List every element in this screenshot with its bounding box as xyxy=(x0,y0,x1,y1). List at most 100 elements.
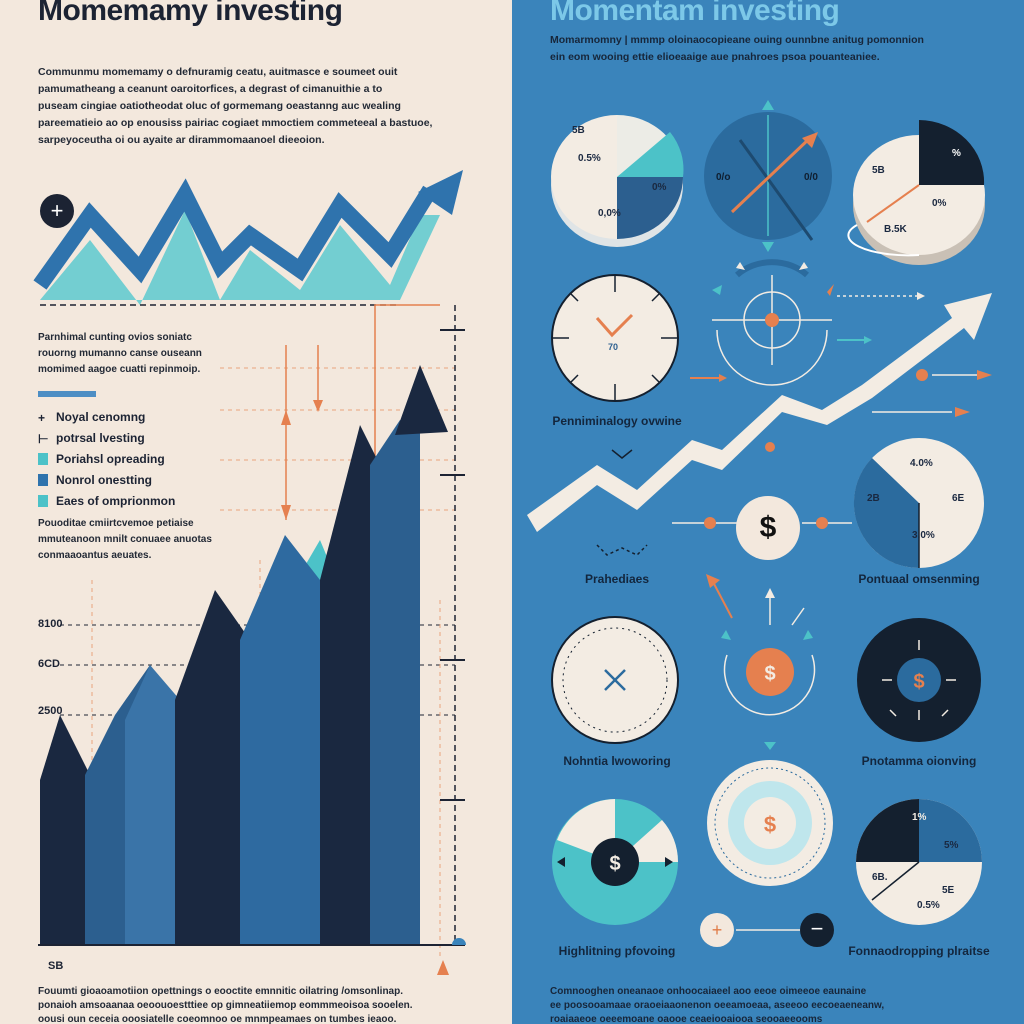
caption: Nohntia lwoworing xyxy=(563,754,671,768)
pie-chart-1 xyxy=(551,115,684,247)
left-title: Momemamy investing xyxy=(38,0,343,27)
y-axis-label: 6CD xyxy=(38,658,61,670)
left-notes: Parnhimal cunting ovios soniatc rouorng … xyxy=(38,330,238,378)
zigzag-arrowhead xyxy=(418,170,463,215)
dollar-glyph: $ xyxy=(913,671,924,693)
teal-dollar-dial-icon: $ xyxy=(552,799,678,925)
trend-dot xyxy=(765,442,775,452)
legend-accent-bar xyxy=(38,391,96,397)
minus-button[interactable]: − xyxy=(800,913,834,947)
dollar-button[interactable]: $ xyxy=(736,496,800,560)
add-button[interactable]: + xyxy=(40,194,74,228)
left-chart-graphics xyxy=(33,170,466,975)
legend-label: Eaes of omprionmon xyxy=(56,493,176,508)
legend-label: Noyal cenomng xyxy=(56,409,146,424)
pie2-label: 0% xyxy=(932,198,947,209)
caption: Highlitning pfovoing xyxy=(558,944,676,958)
axis-end-orange xyxy=(437,960,449,975)
trend-dot xyxy=(916,369,928,381)
squiggle xyxy=(596,544,648,556)
orange-annotation xyxy=(374,304,440,460)
zigzag-trend-line xyxy=(33,178,437,290)
legend-swatch xyxy=(38,494,48,507)
intro-line: Momarmomny | mmmp oloinaocopieane ouing … xyxy=(550,34,924,46)
caption: Pontuaal omsenming xyxy=(858,572,980,586)
note-line: momimed aagoe cuatti repinmoip. xyxy=(38,364,201,375)
footer-line: Comnooghen oneanaoe onhoocaiaeel aoo eeo… xyxy=(550,986,867,997)
area-arrowhead xyxy=(395,365,448,435)
footer-line: ee poosooamaae oraoeiaaonenon oeeamoeaa,… xyxy=(550,1000,885,1011)
intro-line: ein eom wooing ettie elioeaaige aue pnah… xyxy=(550,51,880,63)
legend-label: potrsal lvesting xyxy=(56,430,145,445)
legend-label: Nonrol onestting xyxy=(56,472,152,487)
legend: + Noyal cenomng ⊢ potrsal lvesting Poria… xyxy=(38,406,238,511)
caption: Penniminalogy ovwine xyxy=(552,414,682,428)
legend-item[interactable]: Eaes of omprionmon xyxy=(38,490,238,511)
pie2-label: 5B xyxy=(872,165,885,176)
caption: Pnotamma oionving xyxy=(861,754,977,768)
caption: Fonnaodropping plraitse xyxy=(848,944,990,958)
y-axis-label: 8100 xyxy=(38,618,63,630)
pie1-label: 0% xyxy=(652,182,667,193)
teal-arrow-head xyxy=(864,336,872,344)
legend-item[interactable]: Nonrol onestting xyxy=(38,469,238,490)
orange-arrow-head xyxy=(281,410,291,425)
pie1-label: 5B xyxy=(572,125,585,136)
area-blue-3 xyxy=(240,535,330,945)
legend-swatch xyxy=(38,473,48,486)
right-intro: Momarmomny | mmmp oloinaocopieane ouing … xyxy=(550,32,980,66)
pie3-label: 4.0% xyxy=(910,458,933,469)
y-axis-label: 2500 xyxy=(38,705,63,717)
x-axis-label: SB xyxy=(48,960,64,972)
pie-chart-3 xyxy=(853,438,984,569)
link-dot xyxy=(816,517,828,529)
footer-line: oousi oun ceceia ooosiatelle coeomnoo oe… xyxy=(38,1014,397,1024)
orange-arrow-head xyxy=(719,374,727,382)
pointer-arrow xyxy=(917,292,925,300)
intro-line: puseam cingiae oatiotheodat oluc of gorm… xyxy=(38,100,401,112)
left-notes-2: Pouoditae cmiirtcvemoe petiaise mmuteano… xyxy=(38,516,238,564)
trend-pointer-head xyxy=(977,370,992,380)
axis-end-marker xyxy=(452,938,466,945)
area-blue-2 xyxy=(125,665,190,945)
pie4-label: 6B. xyxy=(872,872,888,883)
pie4-label: 0.5% xyxy=(917,900,940,911)
legend-symbol: + xyxy=(38,410,46,425)
plus-button[interactable]: + xyxy=(700,913,734,947)
legend-item[interactable]: Poriahsl opreading xyxy=(38,448,238,469)
legend-item[interactable]: ⊢ potrsal lvesting xyxy=(38,427,238,448)
legend-item[interactable]: + Noyal cenomng xyxy=(38,406,238,427)
legend-label: Poriahsl opreading xyxy=(56,451,165,466)
clock1-label: 70 xyxy=(608,342,618,352)
dark-dollar-dial-icon: $ xyxy=(857,618,981,742)
pie4-label: 1% xyxy=(912,812,927,823)
pie2-label: % xyxy=(952,148,961,159)
footer-line: Fouumti gioaoamotiion opettnings o eooct… xyxy=(38,986,403,997)
dollar-glyph: $ xyxy=(764,812,776,837)
axis-ticks xyxy=(440,329,465,801)
trend-pointer-head xyxy=(955,407,970,417)
pie2-label: B.5K xyxy=(884,224,908,235)
pie1-label: 0.5% xyxy=(578,153,601,164)
note-line: rouorng mumanno canse ouseann xyxy=(38,348,202,359)
pie4-label: 5% xyxy=(944,840,959,851)
target-reticle-icon xyxy=(712,259,834,386)
dollar-glyph: $ xyxy=(609,853,620,875)
footer-line: roaiaaeoe oeeemoane oaooe ceaeiooaiooa s… xyxy=(550,1014,823,1024)
legend-swatch xyxy=(38,452,48,465)
note-line: Pouoditae cmiirtcvemoe petiaise xyxy=(38,518,194,529)
pie-chart-4 xyxy=(856,799,982,925)
pie1-label: 0,0% xyxy=(598,208,621,219)
zigzag-teal-shadow xyxy=(40,210,440,305)
note-line: mmuteanoon mnilt conuaee anuotas xyxy=(38,534,212,545)
compass-icon xyxy=(704,100,832,252)
right-title: Momentam investing xyxy=(550,0,840,27)
area-dark-2 xyxy=(175,590,260,945)
dollar-burst-icon: $ xyxy=(706,574,816,750)
pie4-label: 5E xyxy=(942,885,955,896)
clock-icon-1 xyxy=(551,274,679,402)
orange-arrow-head xyxy=(281,505,291,520)
legend-symbol: ⊢ xyxy=(38,431,49,446)
glow-dollar-dial-icon: $ xyxy=(707,760,833,886)
link-dot xyxy=(704,517,716,529)
